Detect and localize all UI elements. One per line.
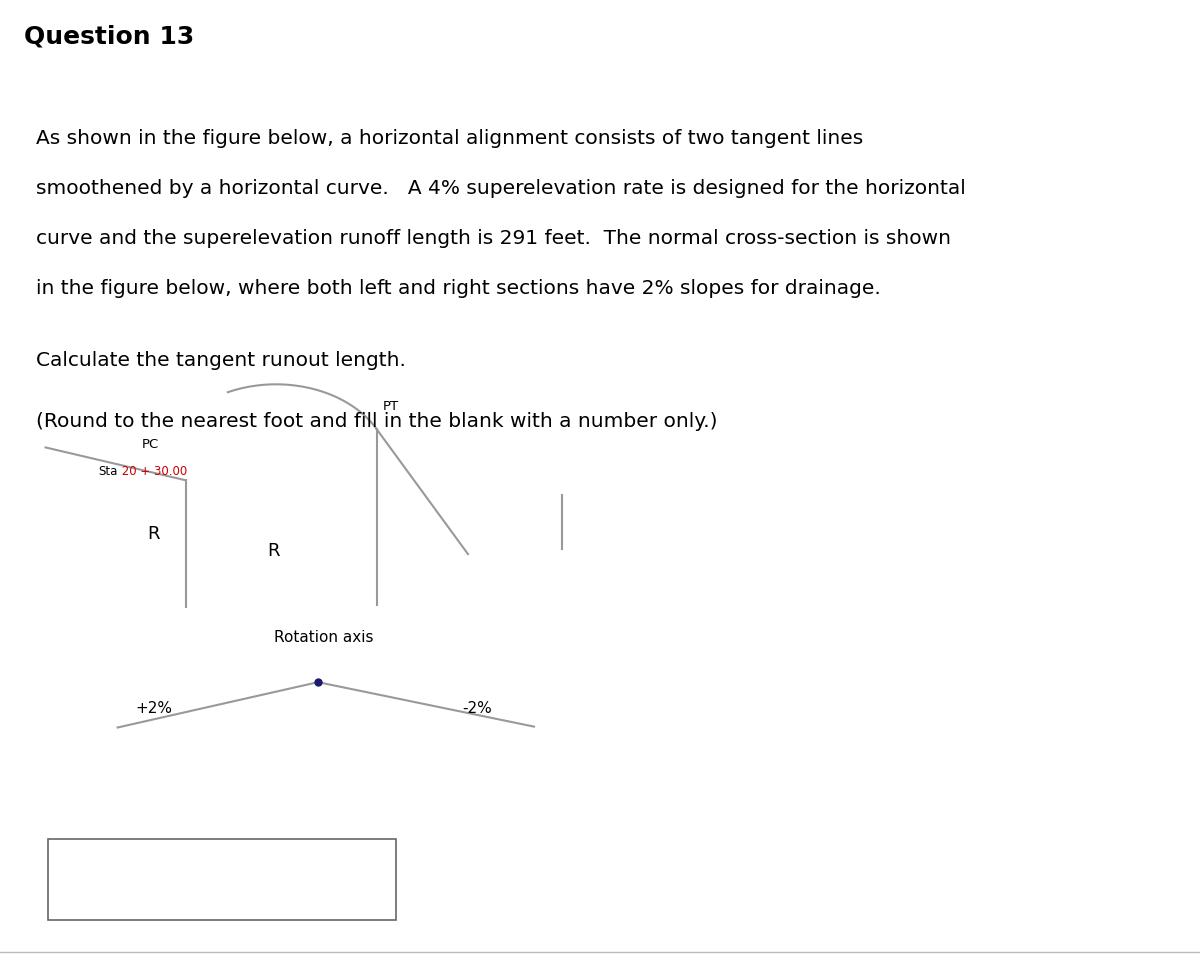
Text: Calculate the tangent runout length.: Calculate the tangent runout length. [36, 351, 406, 370]
Text: Sta: Sta [98, 466, 118, 478]
Text: Question 13: Question 13 [24, 25, 194, 49]
Text: smoothened by a horizontal curve.   A 4% superelevation rate is designed for the: smoothened by a horizontal curve. A 4% s… [36, 179, 966, 198]
Text: -2%: -2% [463, 702, 492, 716]
Text: PC: PC [142, 438, 158, 451]
Text: (Round to the nearest foot and fill in the blank with a number only.): (Round to the nearest foot and fill in t… [36, 412, 718, 431]
Text: As shown in the figure below, a horizontal alignment consists of two tangent lin: As shown in the figure below, a horizont… [36, 129, 863, 148]
FancyBboxPatch shape [48, 838, 396, 921]
Text: PT: PT [383, 401, 398, 413]
Text: Rotation axis: Rotation axis [275, 630, 373, 645]
Text: curve and the superelevation runoff length is 291 feet.  The normal cross-sectio: curve and the superelevation runoff leng… [36, 228, 952, 248]
Text: 20 + 30.00: 20 + 30.00 [118, 466, 187, 478]
Text: in the figure below, where both left and right sections have 2% slopes for drain: in the figure below, where both left and… [36, 278, 881, 297]
Text: R: R [148, 525, 160, 543]
Text: +2%: +2% [136, 702, 172, 716]
Text: R: R [268, 542, 280, 560]
